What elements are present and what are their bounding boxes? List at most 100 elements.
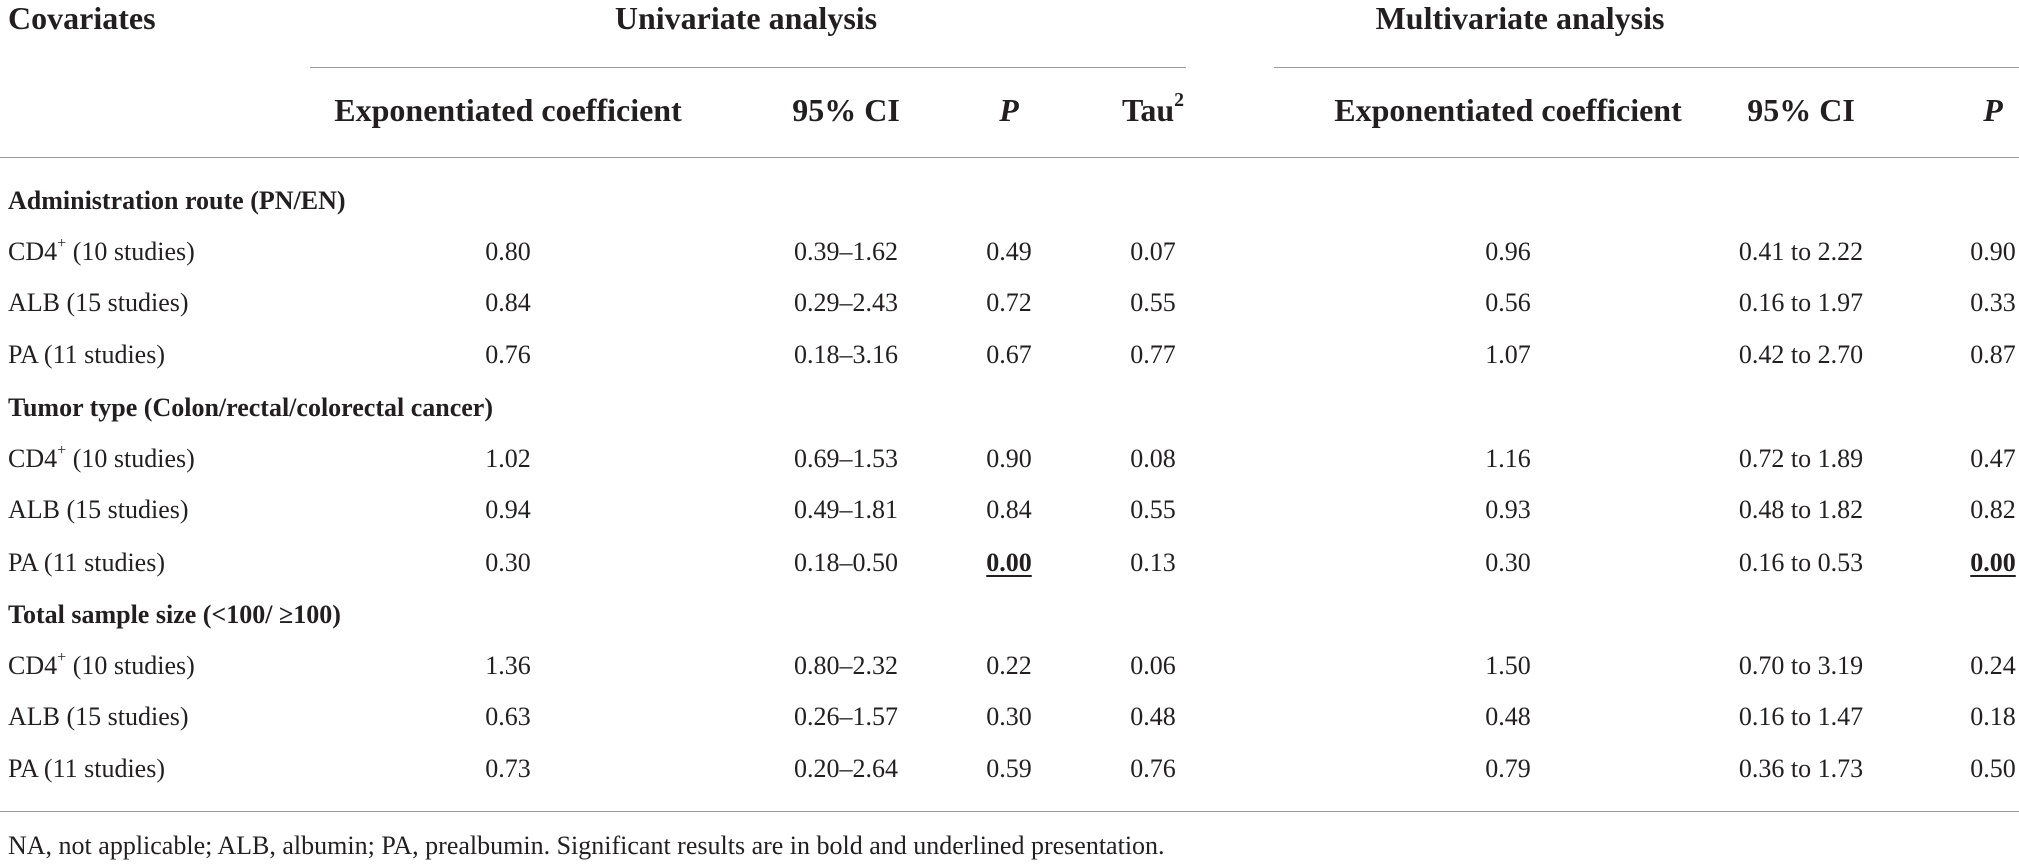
uni-coef-cell: 1.02	[485, 444, 531, 474]
row-label-text: CD4	[8, 237, 58, 266]
row-label-text: ALB (15 studies)	[8, 288, 189, 317]
uni-ci-cell: 0.18–0.50	[794, 548, 898, 578]
uni-coef-cell: 0.84	[485, 288, 531, 318]
uni-p-cell: 0.90	[986, 444, 1032, 474]
multi-ci-cell: 0.16 to 0.53	[1739, 548, 1863, 578]
tau2-cell-value: 0.77	[1130, 340, 1176, 369]
section-title: Tumor type (Colon/rectal/colorectal canc…	[8, 393, 493, 422]
multi-ci-cell-value: 0.16 to 1.97	[1738, 288, 1864, 317]
multi-coef-cell-value: 0.30	[1485, 548, 1531, 577]
uni-ci-cell: 0.49–1.81	[794, 495, 898, 525]
row-label: PA (11 studies)	[8, 340, 165, 370]
multi-ci-cell: 0.41 to 2.22	[1739, 237, 1863, 267]
multi-ci-header: 95% CI	[1747, 92, 1855, 128]
multi-p-cell-value: 0.24	[1970, 651, 2016, 680]
uni-coef-cell: 0.30	[485, 548, 531, 578]
uni-coef-cell: 0.76	[485, 340, 531, 370]
uni-ci-cell: 0.69–1.53	[794, 444, 898, 474]
uni-ci-cell-value: 0.39–1.62	[794, 237, 898, 266]
row-label: CD4+ (10 studies)	[8, 649, 195, 681]
tau2-cell-value: 0.08	[1130, 444, 1176, 473]
row-label: PA (11 studies)	[8, 754, 165, 784]
tau2-cell-value: 0.07	[1130, 237, 1176, 266]
multi-p-cell-value: 0.00	[1970, 548, 2016, 577]
uni-p-cell: 0.72	[986, 288, 1032, 318]
multi-coef-cell: 0.48	[1485, 702, 1531, 732]
uni-coef-cell: 1.36	[485, 651, 531, 681]
row-label-sup: +	[57, 441, 67, 459]
uni-ci-cell-value: 0.18–0.50	[794, 548, 898, 577]
row-label-text: ALB (15 studies)	[8, 495, 189, 524]
uni-ci-cell-value: 0.29–2.43	[794, 288, 898, 317]
multi-p-cell: 0.87	[1970, 340, 2016, 370]
uni-p-cell: 0.59	[986, 754, 1032, 784]
uni-coef-cell-value: 0.76	[485, 340, 531, 369]
uni-coef-cell-value: 1.36	[485, 651, 531, 680]
header-bottom-rule	[0, 157, 2019, 158]
uni-p-cell-value: 0.22	[986, 651, 1032, 680]
multi-p-cell: 0.90	[1970, 237, 2016, 267]
multi-ci-cell-value: 0.16 to 0.53	[1738, 548, 1864, 577]
tau2-cell: 0.55	[1130, 495, 1176, 525]
footnote: NA, not applicable; ALB, albumin; PA, pr…	[8, 831, 1165, 860]
multi-ci-cell: 0.42 to 2.70	[1739, 340, 1863, 370]
multi-p-cell-value: 0.87	[1970, 340, 2016, 369]
multi-coef-cell: 1.50	[1485, 651, 1531, 681]
multi-coef-cell-value: 1.16	[1485, 444, 1531, 473]
row-label-rest: (10 studies)	[66, 651, 195, 680]
multi-p-cell: 0.33	[1970, 288, 2016, 318]
multi-coef-header: Exponentiated coefficient	[1334, 92, 1682, 128]
row-label-rest: (10 studies)	[66, 444, 195, 473]
uni-coef-cell-value: 0.30	[485, 548, 531, 577]
multi-ci-cell: 0.48 to 1.82	[1739, 495, 1863, 525]
multi-ci-cell-value: 0.41 to 2.22	[1738, 237, 1864, 266]
multi-ci-cell: 0.36 to 1.73	[1739, 754, 1863, 784]
uni-coef-cell: 0.73	[485, 754, 531, 784]
tau2-cell-value: 0.76	[1130, 754, 1176, 783]
uni-coef-header: Exponentiated coefficient	[334, 92, 682, 128]
multi-coef-cell-value: 0.93	[1485, 495, 1531, 524]
multi-p-cell-value: 0.33	[1970, 288, 2016, 317]
uni-coef-cell-value: 0.84	[485, 288, 531, 317]
multi-coef-cell-value: 0.48	[1485, 702, 1531, 731]
row-label: ALB (15 studies)	[8, 288, 189, 318]
multi-p-cell: 0.00	[1970, 548, 2016, 578]
multi-coef-cell: 0.96	[1485, 237, 1531, 267]
row-label-rest: (10 studies)	[66, 237, 195, 266]
tau2-cell: 0.55	[1130, 288, 1176, 318]
multi-coef-cell: 0.56	[1485, 288, 1531, 318]
table-bottom-rule	[0, 811, 2019, 812]
uni-coef-cell: 0.80	[485, 237, 531, 267]
multi-ci-cell-value: 0.36 to 1.73	[1738, 754, 1864, 783]
tau2-cell: 0.48	[1130, 702, 1176, 732]
tau2-header-base: Tau	[1121, 92, 1175, 128]
row-label: PA (11 studies)	[8, 548, 165, 578]
multi-p-cell: 0.47	[1970, 444, 2016, 474]
multi-coef-cell: 0.30	[1485, 548, 1531, 578]
uni-ci-cell-value: 0.18–3.16	[794, 340, 898, 369]
uni-ci-cell-value: 0.80–2.32	[794, 651, 898, 680]
uni-coef-cell-value: 0.63	[485, 702, 531, 731]
multi-p-cell-value: 0.50	[1970, 754, 2016, 783]
uni-p-cell-value: 0.00	[986, 548, 1032, 577]
uni-coef-cell-value: 0.73	[485, 754, 531, 783]
row-label: ALB (15 studies)	[8, 702, 189, 732]
multi-p-cell-value: 0.82	[1970, 495, 2016, 524]
uni-p-header: P	[999, 92, 1019, 128]
multi-coef-cell-value: 0.96	[1485, 237, 1531, 266]
uni-ci-cell: 0.80–2.32	[794, 651, 898, 681]
multi-coef-cell-value: 1.50	[1485, 651, 1531, 680]
tau2-cell: 0.06	[1130, 651, 1176, 681]
multi-coef-cell: 0.93	[1485, 495, 1531, 525]
multi-p-header: P	[1983, 92, 2003, 128]
multi-ci-cell-value: 0.42 to 2.70	[1738, 340, 1864, 369]
multi-ci-cell: 0.70 to 3.19	[1739, 651, 1863, 681]
covariates-header: Covariates	[8, 0, 156, 36]
multi-coef-cell-value: 0.56	[1485, 288, 1531, 317]
section-title: Administration route (PN/EN)	[8, 186, 346, 215]
multi-p-cell: 0.82	[1970, 495, 2016, 525]
uni-coef-cell: 0.63	[485, 702, 531, 732]
row-label-text: CD4	[8, 444, 58, 473]
multi-ci-cell: 0.16 to 1.97	[1739, 288, 1863, 318]
row-label-text: ALB (15 studies)	[8, 702, 189, 731]
